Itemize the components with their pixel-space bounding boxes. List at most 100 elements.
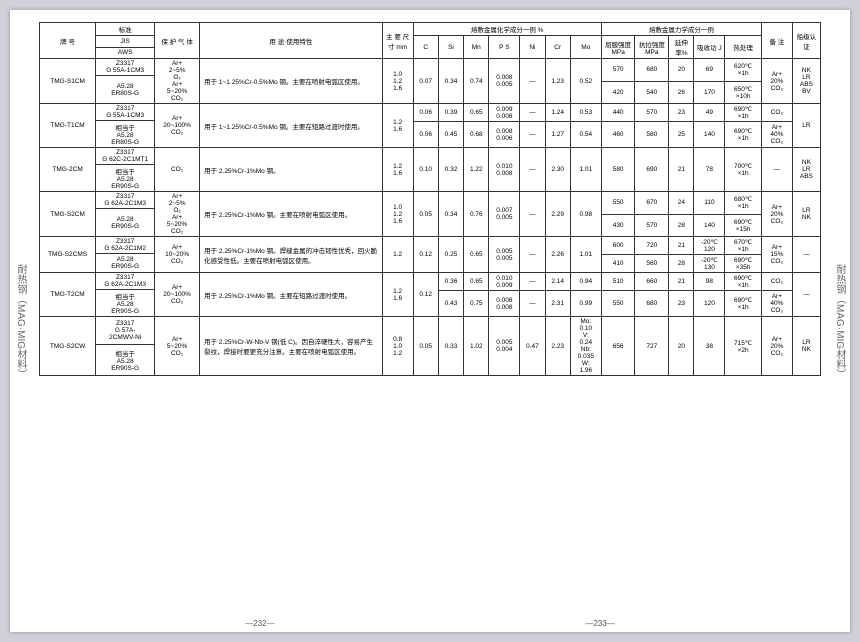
mech-ts: 680 <box>635 59 669 82</box>
mech-ys: 550 <box>601 192 635 215</box>
mech-imp: 78 <box>694 148 725 192</box>
mech-el: 21 <box>669 237 694 255</box>
chem-mo: 0.52 <box>570 59 601 104</box>
chem-ps: 0.0080.006 <box>489 122 520 148</box>
mech-ts: 570 <box>635 214 669 237</box>
mech-el: 23 <box>669 291 694 317</box>
chem-mn: 0.65 <box>464 104 489 122</box>
mech-el: 28 <box>669 255 694 273</box>
chem-mn: 1.22 <box>464 148 489 192</box>
usage: 用于 2.25%Cr-1%Mo 钢。焊缝金属的冲击韧性优秀，回火脆化感受性低。主… <box>200 237 383 273</box>
mech-el: 20 <box>669 59 694 82</box>
size: 1.01.21.6 <box>382 192 413 237</box>
mech-ys: 410 <box>601 255 635 273</box>
usage: 用于 1~1.25%Cr-0.5%Mo 钢。主要在喷射电弧区使用。 <box>200 59 383 104</box>
mech-imp: 98 <box>694 273 725 291</box>
gas: Ar+20~100%CO₂ <box>155 273 200 317</box>
jis-std: Z3317G 55A-1CM3 <box>96 59 155 76</box>
chem-si: 0.25 <box>438 237 463 273</box>
chem-mo: 1.01 <box>570 237 601 273</box>
note: Ar+20%CO₂ <box>761 59 792 104</box>
chem-ni: — <box>520 122 545 148</box>
model-no: TMG-T2CM <box>40 273 96 317</box>
chem-ps: 0.0050.005 <box>489 237 520 273</box>
mech-imp: 120 <box>694 291 725 317</box>
mech-ys: 580 <box>601 148 635 192</box>
chem-mo: Mo:0.10V:0.24Nb:0.035W:1.96 <box>570 317 601 376</box>
note: Ar+20%CO₂ <box>761 192 792 237</box>
aws-std: 相当于A5.28ER90S-G <box>96 165 155 192</box>
chem-ni: — <box>520 237 545 273</box>
mech-ht: 690℃×1h <box>725 122 762 148</box>
chem-ni: — <box>520 148 545 192</box>
chem-mn: 0.65 <box>464 237 489 273</box>
mech-el: 24 <box>669 192 694 215</box>
chem-c: 0.06 <box>413 122 438 148</box>
chem-cr: 2.23 <box>545 317 570 376</box>
jis-std: Z3317G 62A-2C1M3 <box>96 192 155 209</box>
left-side-label: 耐热钢（MAG·MIG材料） <box>10 10 31 632</box>
size: 1.01.21.6 <box>382 59 413 104</box>
approval: — <box>792 237 820 273</box>
chem-cr: 2.29 <box>545 192 570 237</box>
chem-cr: 2.14 <box>545 273 570 291</box>
chem-ps: 0.0090.008 <box>489 104 520 122</box>
gas: CO₂ <box>155 148 200 192</box>
approval: LRNK <box>792 192 820 237</box>
mech-el: 28 <box>669 214 694 237</box>
gas: Ar+10~20%CO₂ <box>155 237 200 273</box>
chem-si: 0.43 <box>438 291 463 317</box>
chem-cr: 2.31 <box>545 291 570 317</box>
mech-ht: 670℃×1h <box>725 237 762 255</box>
model-no: TMG-S2CMS <box>40 237 96 273</box>
spec-table: 牌 号 标准 保 护 气 体 用 途·使用特性 主 要 尺 寸 mm 熔敷金属化… <box>39 22 821 376</box>
chem-mn: 0.76 <box>464 192 489 237</box>
chem-si: 0.32 <box>438 148 463 192</box>
mech-imp: 170 <box>694 81 725 104</box>
mech-ts: 670 <box>635 192 669 215</box>
chem-ps: 0.0070.005 <box>489 192 520 237</box>
page-number-right: —233— <box>585 619 614 628</box>
mech-imp: 140 <box>694 122 725 148</box>
chem-si: 0.39 <box>438 104 463 122</box>
chem-mn: 0.68 <box>464 122 489 148</box>
note: — <box>761 148 792 192</box>
chem-c: 0.05 <box>413 317 438 376</box>
page-number-left: —232— <box>245 619 274 628</box>
note: Ar+20%CO₂ <box>761 317 792 376</box>
mech-el: 26 <box>669 81 694 104</box>
mech-ys: 430 <box>601 214 635 237</box>
mech-ht: 620℃×1h <box>725 59 762 82</box>
chem-c: 0.05 <box>413 192 438 237</box>
mech-ts: 720 <box>635 237 669 255</box>
aws-std: 相当于A5.28ER80S-G <box>96 121 155 148</box>
gas: Ar+5~20%CO₂ <box>155 317 200 376</box>
aws-std: A5.28ER90S-G <box>96 209 155 237</box>
mech-ts: 580 <box>635 122 669 148</box>
mech-ts: 540 <box>635 81 669 104</box>
jis-std: Z3317G 57A-2CMWV-Ni <box>96 317 155 345</box>
mech-imp: 110 <box>694 192 725 215</box>
size: 0.81.01.2 <box>382 317 413 376</box>
aws-std: A5.28ER80S-G <box>96 76 155 104</box>
mech-ht: 690℃×1h <box>725 273 762 291</box>
usage: 用于 2.25%Cr-1%Mo 钢。主要在喷射电弧区使用。 <box>200 192 383 237</box>
note: Ar+40%CO₂ <box>761 122 792 148</box>
gas: Ar+2~5%O₂Ar+5~20%CO₂ <box>155 59 200 104</box>
usage: 用于 2.25%Cr-1%Mo 钢。主要在短路过渡时使用。 <box>200 273 383 317</box>
chem-mn: 0.65 <box>464 273 489 291</box>
size: 1.21.6 <box>382 104 413 148</box>
chem-si: 0.34 <box>438 59 463 104</box>
chem-cr: 1.23 <box>545 59 570 104</box>
mech-el: 21 <box>669 273 694 291</box>
chem-mo: 1.01 <box>570 148 601 192</box>
model-no: TMG-S1CM <box>40 59 96 104</box>
mech-ht: 715℃×2h <box>725 317 762 376</box>
jis-std: Z3317G 55A-1CM3 <box>96 104 155 121</box>
model-no: TMG-S2CM <box>40 192 96 237</box>
note: Ar+40%CO₂ <box>761 291 792 317</box>
mech-ys: 420 <box>601 81 635 104</box>
approval: LR <box>792 104 820 148</box>
chem-cr: 1.27 <box>545 122 570 148</box>
chem-ps: 0.0100.009 <box>489 273 520 291</box>
